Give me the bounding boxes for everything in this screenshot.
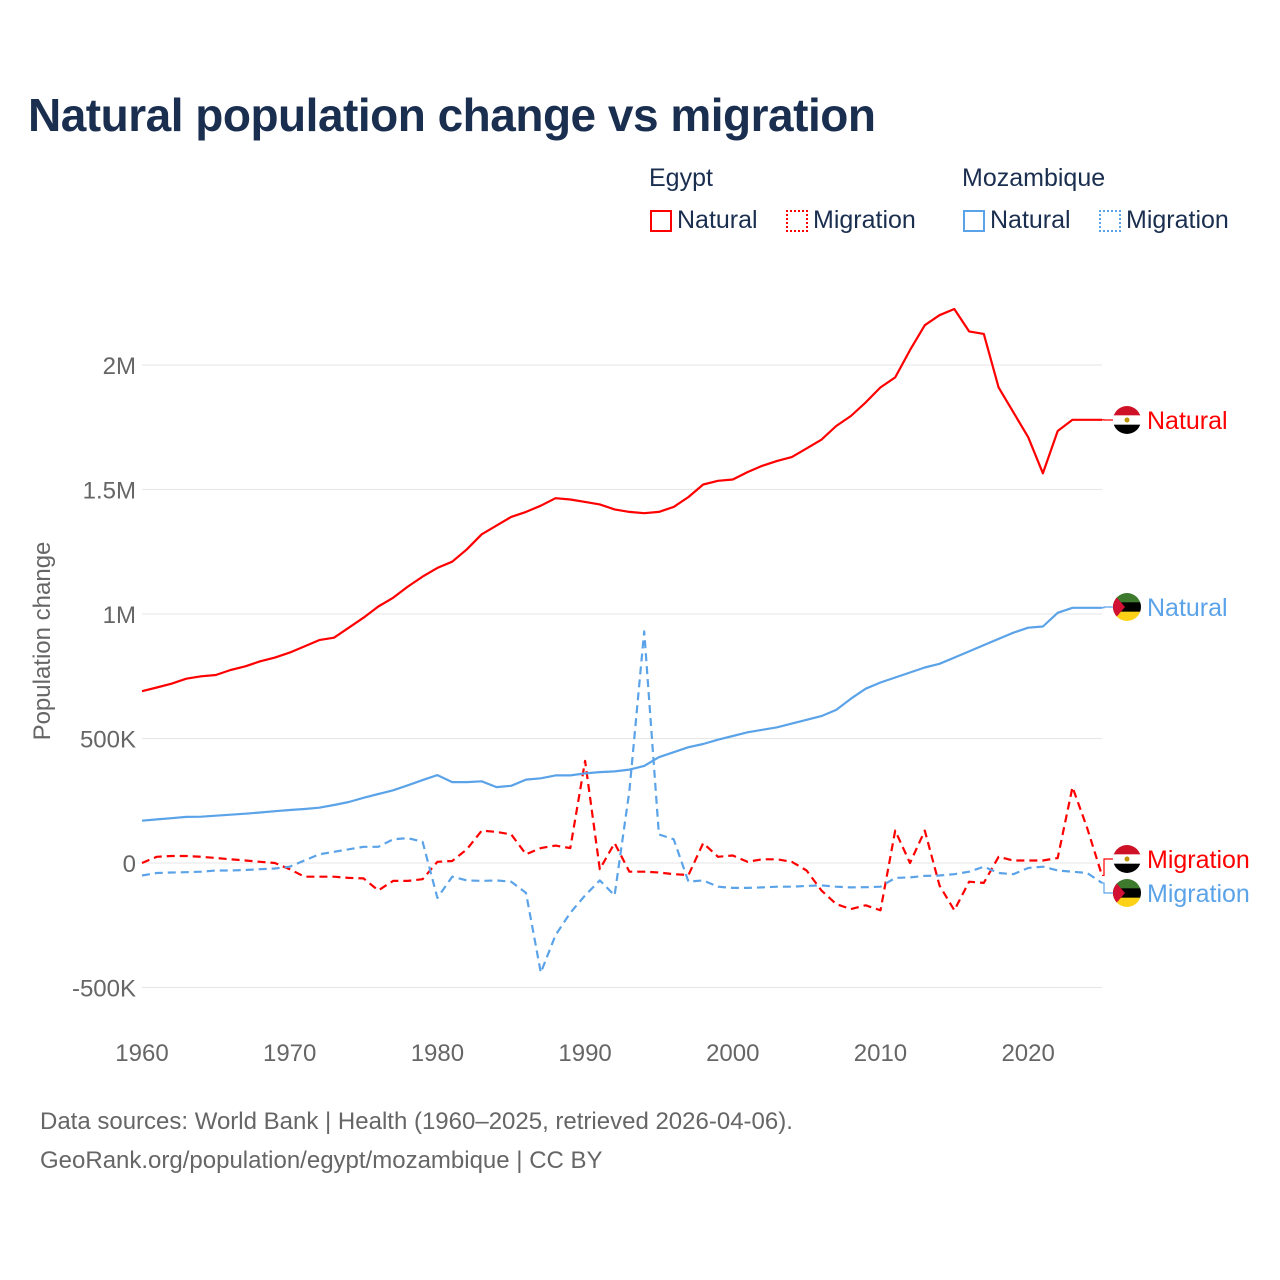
solid-swatch-icon xyxy=(650,209,672,232)
y-tick-label: 500K xyxy=(80,727,136,754)
dotted-swatch-icon xyxy=(1099,209,1121,232)
legend-label: Migration xyxy=(1126,206,1229,234)
x-tick-label: 2000 xyxy=(706,1040,759,1067)
series-line-mozambique-natural xyxy=(141,606,1102,822)
series-line-egypt-natural xyxy=(141,307,1102,693)
legend-mozambique-migration[interactable]: Migration xyxy=(1099,206,1229,235)
y-tick-label: 0 xyxy=(123,851,136,878)
end-label: Migration xyxy=(1147,846,1250,874)
y-tick-label: -500K xyxy=(72,976,136,1003)
legend-label: Migration xyxy=(813,206,916,234)
end-label: Migration xyxy=(1147,880,1250,908)
series-line-egypt-migration xyxy=(141,759,1104,912)
y-tick-label: 1M xyxy=(103,602,136,629)
x-tick-label: 1980 xyxy=(411,1040,464,1067)
mozambique-flag-icon xyxy=(1113,879,1141,907)
leader-line xyxy=(1102,882,1113,894)
legend-group-egypt: Egypt xyxy=(649,164,713,192)
legend-mozambique-natural[interactable]: Natural xyxy=(963,206,1071,235)
x-tick-label: 1960 xyxy=(115,1040,168,1067)
source-link[interactable]: GeoRank.org/population/egypt/mozambique … xyxy=(40,1147,603,1174)
legend-label: Natural xyxy=(677,206,758,234)
legend-label: Natural xyxy=(990,206,1071,234)
y-axis-label: Population change xyxy=(29,542,56,741)
legend-egypt-natural[interactable]: Natural xyxy=(650,206,758,235)
chart-title: Natural population change vs migration xyxy=(28,89,876,141)
series-line-mozambique-migration xyxy=(141,630,1103,974)
x-tick-label: 2020 xyxy=(1001,1040,1054,1067)
x-tick-label: 2010 xyxy=(854,1040,907,1067)
x-tick-label: 1970 xyxy=(263,1040,316,1067)
source-note: Data sources: World Bank | Health (1960–… xyxy=(40,1108,793,1135)
end-label: Natural xyxy=(1147,594,1228,622)
solid-swatch-icon xyxy=(963,209,985,232)
legend-egypt-migration[interactable]: Migration xyxy=(786,206,916,235)
dotted-swatch-icon xyxy=(786,209,808,232)
mozambique-flag-icon xyxy=(1113,593,1141,621)
x-tick-label: 1990 xyxy=(558,1040,611,1067)
egypt-flag-icon xyxy=(1113,406,1141,434)
y-tick-label: 1.5M xyxy=(83,478,136,505)
leader-line xyxy=(1102,606,1113,609)
legend-group-mozambique: Mozambique xyxy=(962,164,1106,192)
y-tick-label: 2M xyxy=(103,353,136,380)
end-label: Natural xyxy=(1147,407,1228,435)
egypt-flag-icon xyxy=(1113,845,1141,873)
leader-line xyxy=(1102,858,1113,877)
